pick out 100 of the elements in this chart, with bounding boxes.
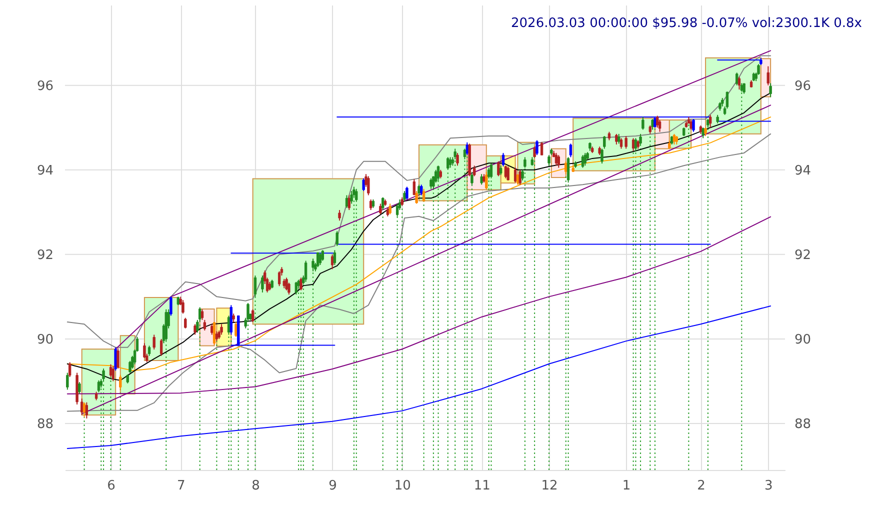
candlestick: [330, 254, 334, 270]
candlestick: [564, 160, 568, 175]
candlestick: [116, 348, 120, 370]
candlestick: [615, 133, 618, 145]
candlestick: [114, 346, 117, 372]
candlestick: [160, 338, 163, 356]
candlestick: [639, 133, 642, 145]
candlestick: [600, 148, 604, 164]
y2-tick-label: 90: [794, 332, 812, 348]
candlestick: [379, 203, 382, 215]
candlestick: [506, 166, 510, 181]
y-tick-label: 88: [36, 417, 54, 432]
candlestick: [769, 82, 772, 98]
candlestick: [350, 190, 353, 204]
candlestick: [203, 319, 206, 331]
candlestick: [569, 143, 572, 158]
candlestick: [362, 178, 365, 192]
candlestick: [200, 308, 204, 320]
candlestick: [473, 165, 476, 177]
candlestick: [548, 154, 550, 166]
candlestick: [446, 156, 450, 170]
x-tick-label: 2: [697, 478, 706, 494]
y-tick-label: 90: [36, 332, 54, 348]
candlestick: [490, 163, 493, 179]
candlestick: [497, 160, 500, 177]
candlestick: [642, 116, 644, 130]
candlestick: [518, 169, 522, 186]
candlestick: [182, 300, 184, 314]
candlestick: [766, 66, 770, 86]
candlestick: [690, 119, 692, 130]
candlestick: [66, 372, 69, 390]
candlestick: [78, 382, 81, 394]
candlestick: [220, 324, 223, 336]
candlestick: [119, 374, 122, 390]
candlestick: [336, 230, 338, 246]
candlestick: [702, 127, 704, 139]
candlestick: [278, 270, 281, 287]
candlestick: [148, 345, 151, 356]
candlestick: [603, 136, 606, 150]
candlestick: [312, 258, 314, 272]
candlestick: [234, 322, 238, 338]
candlestick: [658, 119, 662, 132]
candlestick: [194, 324, 196, 336]
candlestick: [210, 324, 214, 336]
x-tick-label: 1: [622, 478, 631, 494]
x-tick-label: 12: [541, 478, 558, 494]
candlestick: [418, 184, 420, 196]
candlestick: [420, 184, 423, 196]
candlestick: [524, 156, 526, 168]
candlestick: [456, 152, 459, 166]
candlestick: [735, 72, 738, 86]
candlestick: [152, 334, 156, 350]
candlestick: [170, 296, 172, 316]
candlestick: [369, 198, 372, 211]
y2-tick-label: 88: [794, 417, 812, 432]
candlestick: [261, 275, 264, 293]
candlestick: [466, 142, 468, 156]
y2-tick-label: 92: [794, 248, 812, 263]
x-tick-label: 10: [394, 478, 411, 494]
x-tick-label: 9: [328, 478, 337, 494]
y-tick-label: 94: [36, 163, 54, 178]
candlestick: [624, 136, 628, 150]
text: 2026.03.03 00:00:00 $95.98 -0.07% vol:2300.1K 0.8x: [511, 16, 862, 31]
candlestick: [68, 362, 72, 378]
candlestick: [566, 156, 570, 184]
x-tick-label: 6: [107, 478, 116, 494]
candlestick: [557, 154, 560, 168]
candlestick: [388, 203, 392, 215]
candlestick: [338, 210, 341, 222]
candlestick: [80, 398, 84, 416]
y-tick-label: 96: [36, 78, 54, 94]
candlestick: [742, 82, 746, 94]
candlestick: [85, 402, 88, 419]
candlestick: [502, 152, 505, 167]
candlestick: [254, 275, 257, 298]
y-tick-label: 92: [36, 248, 54, 263]
candlestick: [128, 360, 132, 374]
candlestick: [333, 250, 336, 266]
candlestick: [396, 203, 399, 217]
candlestick: [348, 194, 350, 211]
candlestick: [540, 141, 544, 156]
candlestick: [487, 167, 490, 179]
candlestick: [651, 118, 654, 130]
candlestick: [448, 156, 452, 168]
candlestick: [504, 165, 508, 179]
candlestick: [415, 190, 418, 204]
candlestick: [422, 188, 426, 202]
candlestick: [285, 277, 288, 291]
candlestick: [656, 115, 659, 128]
y2-tick-label: 96: [794, 78, 812, 94]
x-tick-label: 7: [176, 478, 186, 494]
candlestick: [403, 190, 406, 202]
candlestick: [382, 196, 384, 211]
candlestick: [521, 169, 524, 181]
x-tick-label: 3: [764, 478, 773, 494]
candlestick: [143, 342, 146, 358]
line-series: [66, 305, 772, 449]
candlestick: [632, 138, 635, 152]
candlestick: [480, 174, 483, 186]
candlestick: [212, 322, 216, 346]
